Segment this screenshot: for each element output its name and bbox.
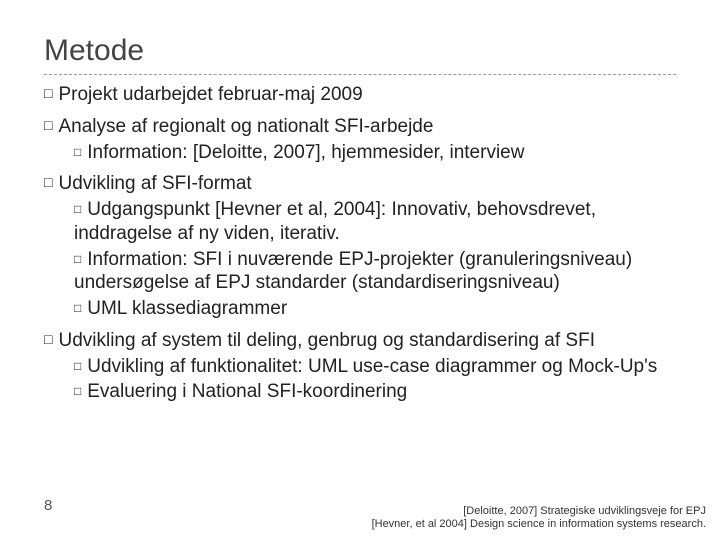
square-icon: □	[44, 331, 52, 347]
references: [Deloitte, 2007] Strategiske udviklingsv…	[286, 505, 706, 533]
bullet-udvikling-format: □ Udvikling af SFI-format	[44, 172, 676, 196]
sub-text: Udvikling af funktionalitet: UML use-cas…	[87, 356, 657, 377]
square-icon: □	[74, 359, 81, 373]
slide-body: □ Projekt udarbejdet februar-maj 2009 □ An…	[44, 83, 676, 404]
square-icon: □	[44, 174, 52, 190]
sub-bullet: □Udgangspunkt [Hevner et al, 2004]: Inno…	[44, 198, 676, 246]
sub-text: Udgangspunkt [Hevner et al, 2004]: Innov…	[74, 199, 596, 244]
ref-line: [Hevner, et al 2004] Design science in i…	[286, 518, 706, 532]
sub-bullet: □Information: SFI i nuværende EPJ-projek…	[44, 248, 676, 296]
sub-text: Evaluering i National SFI-koordinering	[87, 381, 407, 402]
sub-text: Information: [Deloitte, 2007], hjemmesid…	[87, 142, 524, 163]
title-rule	[44, 74, 676, 75]
bullet-text: Analyse af regionalt og nationalt SFI-ar…	[58, 116, 433, 137]
bullet-udvikling-system: □ Udvikling af system til deling, genbrug…	[44, 329, 676, 353]
bullet-analyse: □ Analyse af regionalt og nationalt SFI-a…	[44, 115, 676, 139]
square-icon: □	[74, 202, 81, 216]
sub-text: UML klassediagrammer	[87, 298, 287, 319]
bullet-text: Udvikling af SFI-format	[58, 173, 251, 194]
slide: Metode □ Projekt udarbejdet februar-maj 2…	[0, 0, 720, 540]
bullet-text: Udvikling af system til deling, genbrug …	[58, 330, 595, 351]
square-icon: □	[74, 384, 81, 398]
square-icon: □	[74, 301, 81, 315]
sub-bullet: □ UML klassediagrammer	[44, 297, 676, 321]
square-icon: □	[44, 85, 52, 101]
square-icon: □	[44, 117, 52, 133]
square-icon: □	[74, 145, 81, 159]
bullet-projekt: □ Projekt udarbejdet februar-maj 2009	[44, 83, 676, 107]
sub-bullet: □ Udvikling af funktionalitet: UML use-ca…	[44, 355, 676, 379]
square-icon: □	[74, 252, 81, 266]
ref-line: [Deloitte, 2007] Strategiske udviklingsv…	[286, 505, 706, 519]
page-number: 8	[44, 497, 52, 514]
sub-bullet: □ Information: [Deloitte, 2007], hjemmesi…	[44, 141, 676, 165]
slide-title: Metode	[44, 34, 676, 68]
bullet-text: Projekt udarbejdet februar-maj 2009	[58, 84, 362, 105]
sub-bullet: □ Evaluering i National SFI-koordinering	[44, 380, 676, 404]
sub-text: Information: SFI i nuværende EPJ-projekt…	[74, 249, 632, 294]
